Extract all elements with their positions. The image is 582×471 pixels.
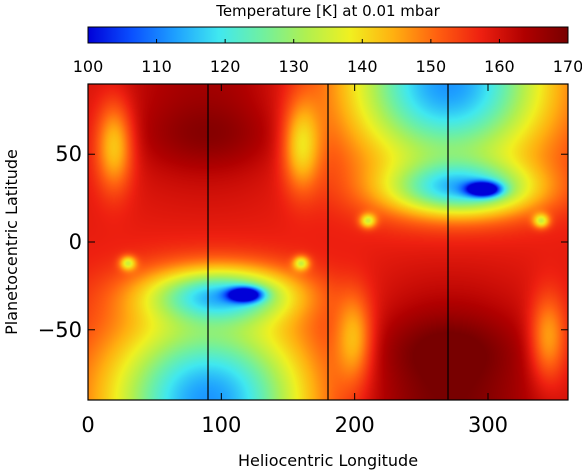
colorbar-tick-label: 160 bbox=[484, 57, 515, 76]
colorbar-tick-label: 100 bbox=[73, 57, 104, 76]
x-axis-tick-label: 100 bbox=[201, 413, 241, 437]
y-axis-label: Planetocentric Latitude bbox=[2, 149, 21, 335]
y-axis-tick-label: 50 bbox=[55, 142, 82, 166]
x-axis-tick-label: 0 bbox=[81, 413, 94, 437]
colorbar bbox=[87, 26, 569, 44]
x-axis-tick-label: 200 bbox=[335, 413, 375, 437]
y-axis-tick-label: −50 bbox=[38, 318, 82, 342]
colorbar-tick-label: 110 bbox=[141, 57, 172, 76]
x-axis-label: Heliocentric Longitude bbox=[238, 451, 418, 470]
colorbar-tick-label: 130 bbox=[278, 57, 309, 76]
colorbar-tick-label: 140 bbox=[347, 57, 378, 76]
colorbar-title: Temperature [K] at 0.01 mbar bbox=[215, 2, 440, 20]
colorbar-tick-label: 120 bbox=[210, 57, 241, 76]
x-axis-tick-label: 300 bbox=[468, 413, 508, 437]
colorbar-tick-label: 150 bbox=[416, 57, 447, 76]
colorbar-tick-label: 170 bbox=[553, 57, 582, 76]
y-axis-tick-label: 0 bbox=[69, 230, 82, 254]
